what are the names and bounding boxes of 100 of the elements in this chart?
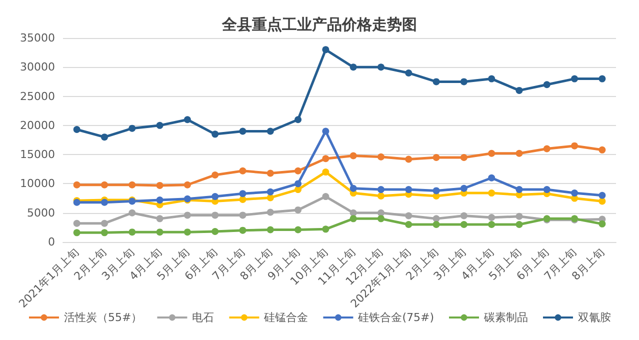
legend-label: 双氰胺 [578, 311, 612, 324]
point [543, 145, 550, 152]
point [377, 192, 384, 200]
point [100, 181, 108, 188]
point [128, 181, 136, 188]
point [128, 228, 136, 236]
y-tick-label: 35000 [20, 32, 55, 44]
y-tick-label: 25000 [20, 90, 55, 103]
legend-label: 硅铁合金(75#) [357, 311, 434, 324]
point [405, 69, 412, 76]
point [156, 196, 164, 204]
point [516, 186, 523, 194]
point [322, 226, 330, 233]
point [488, 75, 496, 82]
y-tick-label: 15000 [20, 148, 55, 162]
point [156, 228, 164, 236]
point [294, 226, 302, 234]
point [350, 184, 357, 192]
point [377, 186, 384, 194]
point [294, 167, 302, 174]
y-tick-label: 10000 [20, 177, 55, 190]
point [460, 154, 468, 161]
point [184, 212, 191, 219]
point [266, 188, 274, 196]
point [571, 142, 578, 150]
point [543, 81, 550, 88]
point [100, 220, 108, 227]
point [598, 146, 606, 154]
point [294, 180, 302, 188]
point [239, 128, 246, 135]
point [377, 215, 384, 222]
legend-label: 碳素制品 [483, 311, 528, 324]
point [432, 215, 440, 222]
point [322, 168, 330, 176]
point [184, 228, 191, 236]
point [294, 206, 302, 214]
point [156, 122, 164, 129]
point [239, 196, 246, 203]
point [432, 187, 440, 194]
point [405, 186, 412, 194]
point [322, 193, 330, 200]
point [350, 64, 357, 71]
point [432, 154, 440, 161]
point [156, 215, 164, 222]
point [377, 209, 384, 216]
point [516, 212, 523, 220]
point [239, 226, 246, 234]
point [73, 229, 80, 236]
point [432, 78, 440, 86]
point [239, 212, 246, 219]
point [239, 167, 246, 174]
point [184, 181, 191, 188]
y-tick-label: 5000 [27, 206, 55, 220]
point [432, 221, 440, 228]
y-tick-label: 20000 [20, 118, 55, 132]
point [184, 116, 191, 124]
point [73, 126, 80, 134]
point [156, 182, 164, 189]
point [266, 128, 274, 135]
point [598, 192, 606, 199]
point [543, 186, 550, 194]
point [405, 212, 412, 220]
point [488, 190, 496, 197]
point [460, 78, 468, 86]
point [350, 215, 357, 222]
point [294, 186, 302, 194]
legend-label: 活性炭（55#） [64, 311, 142, 324]
y-tick-label: 30000 [20, 60, 55, 74]
point [405, 156, 412, 163]
point [212, 171, 219, 178]
point [266, 208, 274, 216]
point [294, 116, 302, 124]
point [322, 128, 330, 135]
point [100, 229, 108, 236]
point [488, 150, 496, 157]
point [516, 221, 523, 228]
point [128, 124, 136, 132]
point [488, 221, 496, 228]
point [128, 209, 136, 216]
point [266, 170, 274, 177]
point [212, 212, 219, 219]
chart-title: 全县重点工业产品价格走势图 [221, 16, 417, 34]
point [266, 226, 274, 234]
point [322, 155, 330, 162]
point [322, 46, 330, 54]
point [571, 75, 578, 82]
y-tick-label: 0 [48, 236, 55, 248]
point [488, 214, 496, 222]
point [350, 209, 357, 216]
point [377, 64, 384, 71]
point [212, 228, 219, 236]
point [460, 212, 468, 220]
point [212, 130, 219, 138]
legend-label: 硅锰合金 [263, 311, 308, 324]
point [516, 86, 523, 94]
point [598, 75, 606, 82]
point [212, 193, 219, 200]
point [239, 190, 246, 198]
point [350, 152, 357, 160]
point [488, 174, 496, 182]
